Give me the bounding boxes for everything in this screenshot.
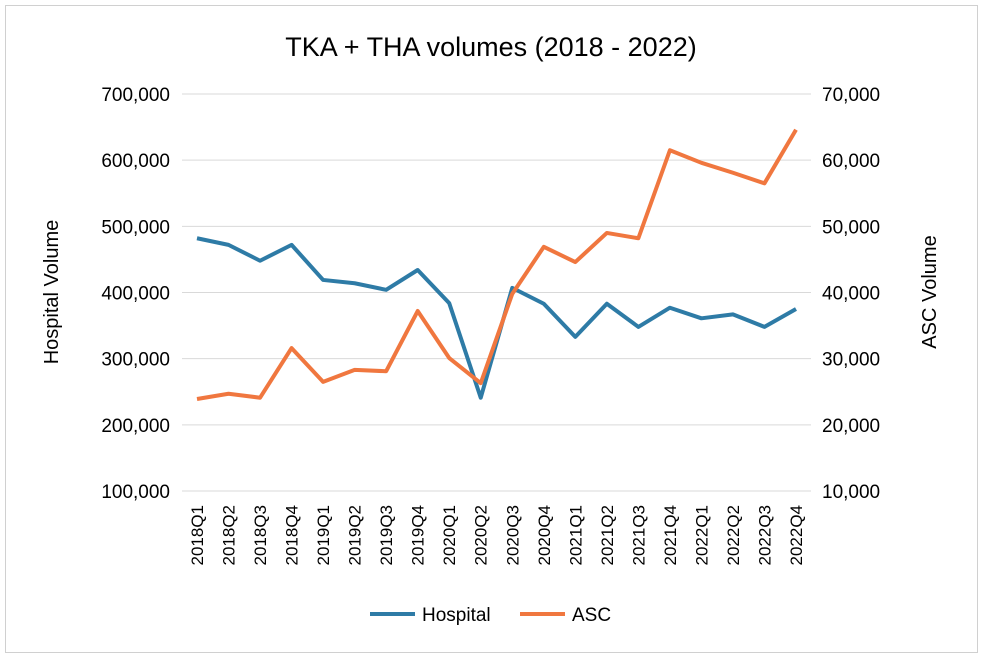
legend-label-hospital: Hospital (422, 605, 491, 626)
x-tick-label: 2018Q4 (283, 505, 302, 566)
x-tick-label: 2020Q3 (503, 505, 522, 566)
x-tick-label: 2018Q3 (251, 505, 270, 566)
x-tick-label: 2022Q2 (724, 505, 743, 566)
y-tick-label: 700,000 (101, 85, 170, 106)
x-tick-label: 2020Q4 (535, 505, 554, 566)
x-tick-label: 2019Q1 (314, 505, 333, 566)
x-tick-label: 2022Q3 (755, 505, 774, 566)
y-tick-label: 200,000 (101, 416, 170, 437)
y-tick-label: 400,000 (101, 284, 170, 305)
x-tick-label: 2021Q2 (598, 505, 617, 566)
x-tick-label: 2018Q1 (188, 505, 207, 566)
legend-label-asc: ASC (572, 605, 611, 626)
x-tick-label: 2018Q2 (220, 505, 239, 566)
y2-tick-label: 70,000 (822, 85, 880, 106)
y2-tick-label: 10,000 (822, 482, 880, 503)
series-line-asc (196, 128, 798, 402)
x-tick-label: 2020Q1 (440, 505, 459, 566)
y-tick-label: 600,000 (101, 151, 170, 172)
x-tick-label: 2021Q3 (629, 505, 648, 566)
x-tick-label: 2022Q1 (692, 505, 711, 566)
y-tick-label: 500,000 (101, 217, 170, 238)
y2-tick-label: 30,000 (822, 350, 880, 371)
chart-border (5, 5, 978, 653)
y-tick-label: 100,000 (101, 482, 170, 503)
x-tick-label: 2022Q4 (787, 505, 806, 566)
y2-tick-label: 20,000 (822, 416, 880, 437)
x-tick-label: 2019Q3 (377, 505, 396, 566)
y2-axis-label: ASC Volume (919, 235, 941, 348)
x-tick-label: 2019Q2 (346, 505, 365, 566)
x-tick-label: 2021Q4 (661, 505, 680, 566)
y2-tick-label: 50,000 (822, 217, 880, 238)
y-tick-label: 300,000 (101, 350, 170, 371)
chart-title: TKA + THA volumes (2018 - 2022) (285, 32, 696, 62)
y2-tick-label: 60,000 (822, 151, 880, 172)
y-axis-label: Hospital Volume (41, 220, 63, 365)
legend: Hospital ASC (370, 605, 611, 626)
x-tick-label: 2019Q4 (409, 505, 428, 566)
y2-tick-label: 40,000 (822, 284, 880, 305)
x-tick-label: 2020Q2 (472, 505, 491, 566)
x-tick-label: 2021Q1 (566, 505, 585, 566)
